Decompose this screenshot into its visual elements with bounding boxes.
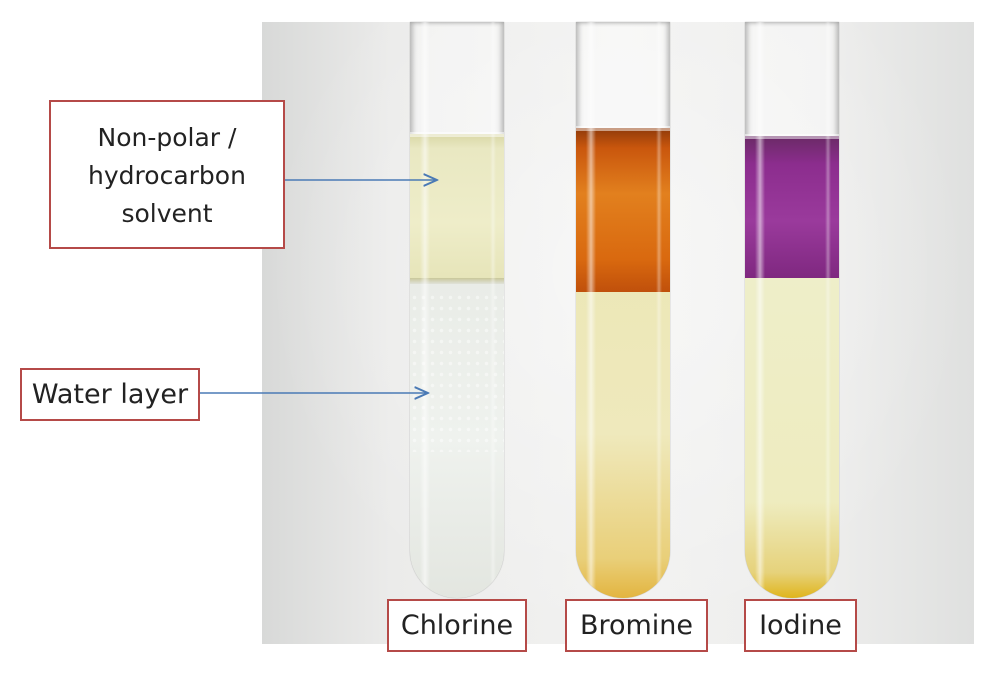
meniscus — [576, 126, 670, 131]
glass-edge — [490, 22, 496, 598]
test-tube-iodine — [745, 22, 839, 598]
glass-edge — [825, 22, 831, 598]
test-tube-chlorine — [410, 22, 504, 598]
chlorine-interface — [410, 278, 504, 284]
chlorine-label: Chlorine — [387, 599, 527, 652]
solvent-label-box: Non-polar / hydrocarbon solvent — [49, 100, 285, 249]
solvent-label-line-2: hydrocarbon — [88, 161, 246, 190]
glass-highlight — [420, 22, 430, 598]
water-layer-label: Water layer — [20, 368, 200, 421]
glass-highlight — [586, 22, 596, 598]
meniscus — [410, 132, 504, 137]
test-tube-bromine — [576, 22, 670, 598]
meniscus — [745, 134, 839, 139]
bromine-label: Bromine — [565, 599, 708, 652]
glass-edge — [656, 22, 662, 598]
iodine-label: Iodine — [744, 599, 857, 652]
solvent-label-line-3: solvent — [121, 199, 213, 228]
solvent-label-line-1: Non-polar / — [97, 123, 237, 152]
glass-highlight — [755, 22, 765, 598]
